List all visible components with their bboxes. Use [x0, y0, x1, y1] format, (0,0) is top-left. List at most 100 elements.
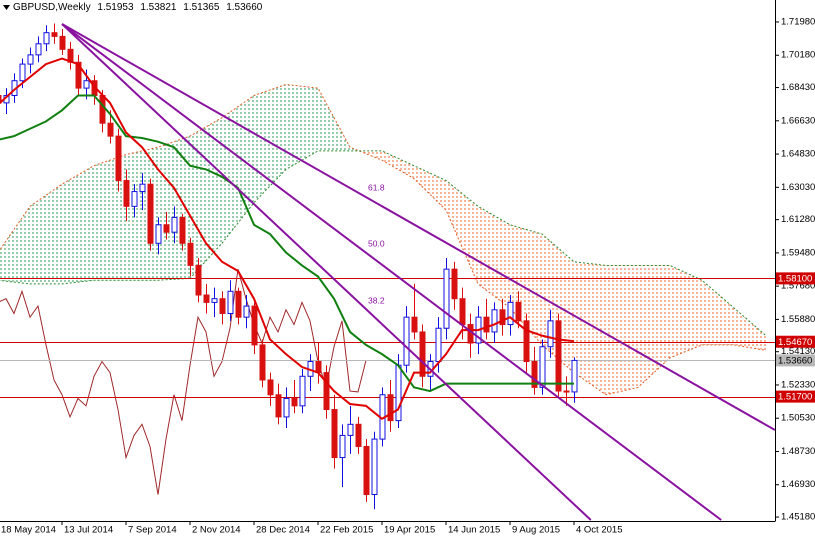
y-tick-label: 1.68430 [781, 82, 815, 93]
candle-body [171, 216, 178, 233]
price-level-tag [776, 354, 815, 367]
x-tick-label: 7 Sep 2014 [128, 525, 177, 536]
low-label: 1.51365 [183, 2, 220, 13]
y-tick-label: 1.71980 [781, 16, 815, 27]
cloud-segment [414, 165, 446, 211]
cloud-segment [0, 206, 30, 284]
candle-body [259, 344, 266, 381]
candle-body [411, 316, 418, 333]
cloud-segment [606, 265, 638, 395]
cloud-segment [702, 280, 734, 345]
cloud-segment [670, 265, 702, 358]
candle-body [435, 327, 442, 363]
price-level-tag [776, 335, 815, 348]
high-label: 1.53821 [140, 2, 177, 13]
cloud-segment [638, 265, 670, 388]
candle-body [19, 63, 26, 82]
candle-body [107, 122, 114, 137]
candle-body [131, 191, 138, 207]
candle-body [83, 80, 90, 89]
candle-body [251, 305, 258, 346]
fib-fan-label: 38.2 [368, 295, 385, 305]
x-tick-label: 2 Nov 2014 [192, 525, 241, 536]
y-tick-label: 1.52330 [781, 379, 815, 390]
candle-body [115, 135, 122, 181]
candle-body [395, 364, 402, 422]
candle-body [267, 379, 274, 396]
cloud-segment [190, 117, 222, 279]
x-tick-label: 9 Aug 2015 [512, 525, 560, 536]
price-level-tag [776, 272, 815, 285]
y-tick-label: 1.48730 [781, 446, 815, 457]
candle-body [339, 434, 346, 459]
candle-body [419, 331, 426, 377]
fib-fan-line [61, 23, 775, 431]
candle-body [483, 316, 490, 333]
x-tick-label: 22 Feb 2015 [320, 525, 373, 536]
candle-body [403, 316, 410, 366]
price-level-tag [776, 390, 815, 403]
candle-body [203, 294, 210, 303]
price-level-label: 1.58100 [778, 273, 812, 284]
candle-body [523, 320, 530, 363]
x-tick-label: 4 Oct 2015 [576, 525, 622, 536]
candle-body [323, 372, 330, 411]
y-tick-label: 1.45180 [781, 512, 815, 523]
x-tick-label: 14 Jun 2015 [448, 525, 500, 536]
candle-body [99, 95, 106, 124]
candle-body [219, 298, 226, 314]
candle-body [499, 309, 506, 326]
candle-body [555, 320, 562, 392]
y-tick-label: 1.70180 [781, 50, 815, 61]
symbol-header: GBPUSD,Weekly 1.51953 1.53821 1.51365 1.… [13, 2, 266, 13]
cloud-segment [446, 180, 478, 284]
plot-area: 61.8 50.0 38.2 [0, 23, 775, 521]
fib-fan-line [61, 23, 722, 521]
candle-body [51, 32, 58, 37]
candle-body [531, 361, 538, 388]
candle-body [179, 216, 186, 244]
candle-body [347, 423, 354, 436]
candle-body [371, 438, 378, 496]
candle-body [227, 290, 234, 314]
ichimoku-cloud [0, 84, 766, 395]
candle-body [451, 268, 458, 300]
cloud-segment [574, 261, 606, 395]
candle-body [283, 397, 290, 418]
candle-body [299, 375, 306, 407]
candle-body [571, 359, 578, 393]
candle-body [331, 409, 338, 459]
candle-body [315, 361, 322, 374]
x-tick-label: 13 Jul 2014 [64, 525, 113, 536]
y-tick-label: 1.59480 [781, 247, 815, 258]
candle-body [27, 54, 34, 65]
y-tick-label: 1.66630 [781, 115, 815, 126]
cloud-segment [478, 206, 510, 308]
candle-body [35, 43, 42, 56]
menu-arrow-icon [3, 5, 10, 10]
price-level-label: 1.54670 [778, 337, 812, 348]
price-level-label: 1.53660 [778, 355, 812, 366]
candle-body [443, 268, 450, 329]
tenkan-sen [0, 57, 575, 420]
candle-body [211, 298, 218, 303]
cloud-segment [734, 307, 766, 351]
candle-body [243, 305, 250, 318]
candle-body [275, 394, 282, 418]
candle-body [291, 397, 298, 407]
candle-body [515, 301, 522, 322]
y-tick-label: 1.55880 [781, 314, 815, 325]
price-level-label: 1.51700 [778, 392, 812, 403]
candle-body [387, 394, 394, 422]
cloud-segment [30, 184, 62, 284]
fib-fan-label: 61.8 [368, 183, 385, 193]
senkou-span-b [0, 150, 767, 337]
senkou-span-a [0, 83, 767, 396]
cloud-segment [62, 165, 94, 284]
fib-fan-line [61, 23, 592, 521]
candle-body [0, 95, 2, 104]
fib-fan-label: 50.0 [368, 239, 385, 249]
